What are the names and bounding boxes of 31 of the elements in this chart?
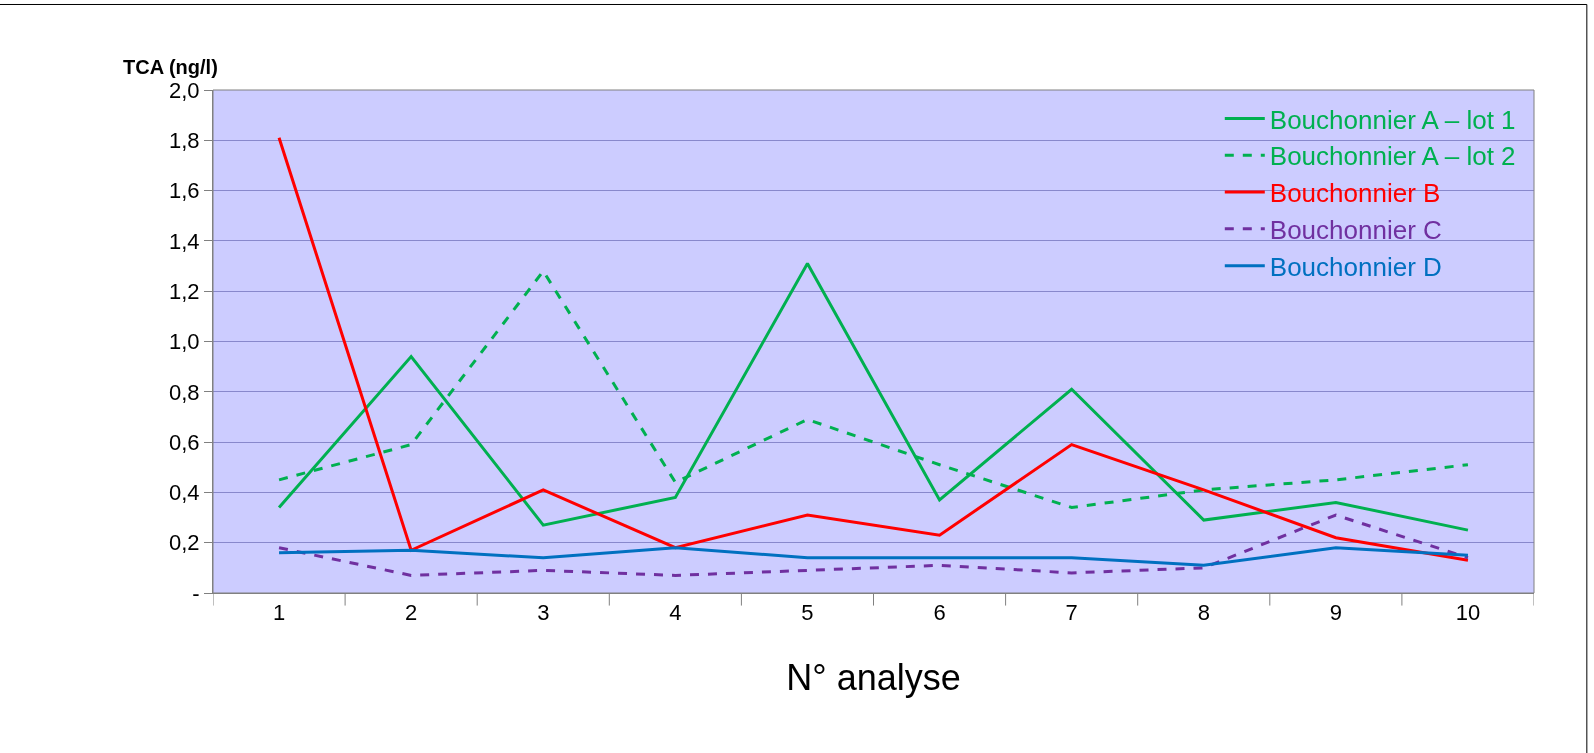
legend-label: Bouchonnier D	[1269, 251, 1442, 282]
line-series	[277, 546, 1470, 567]
x-tick-label: 3	[537, 600, 550, 626]
y-tick-label: 1,2	[169, 278, 200, 304]
line-series	[277, 136, 1470, 562]
y-tick-label: 0,6	[169, 429, 200, 455]
legend-label: Bouchonnier A – lot 1	[1269, 104, 1516, 135]
x-tick-label: 2	[405, 600, 418, 626]
y-tick-label: 1,4	[169, 228, 200, 254]
legend-label: Bouchonnier C	[1269, 214, 1442, 245]
x-tick-label: 7	[1065, 600, 1078, 626]
x-tick-label: 8	[1197, 600, 1210, 626]
y-tick-label: -	[192, 580, 200, 606]
legend-label: Bouchonnier A – lot 2	[1269, 141, 1516, 172]
y-tick-label: 1,6	[169, 178, 200, 204]
x-tick-label: 1	[272, 600, 286, 626]
line-series	[277, 513, 1470, 577]
x-axis-title: N° analyse	[786, 657, 961, 699]
y-tick-label: 2,0	[169, 77, 200, 103]
x-tick-label: 10	[1455, 600, 1481, 626]
x-tick-label: 9	[1329, 600, 1342, 626]
y-tick-label: 0,2	[169, 530, 200, 556]
x-tick-label: 4	[669, 600, 682, 626]
y-tick-label: 1,0	[169, 329, 200, 355]
legend-label: Bouchonnier B	[1269, 178, 1441, 209]
x-tick-label: 5	[801, 600, 814, 626]
y-tick-label: 0,4	[169, 480, 200, 506]
x-tick-label: 6	[933, 600, 946, 626]
y-tick-label: 1,8	[169, 128, 200, 153]
y-tick-label: 0,8	[169, 379, 200, 405]
y-axis-title: TCA (ng/l)	[123, 56, 218, 78]
